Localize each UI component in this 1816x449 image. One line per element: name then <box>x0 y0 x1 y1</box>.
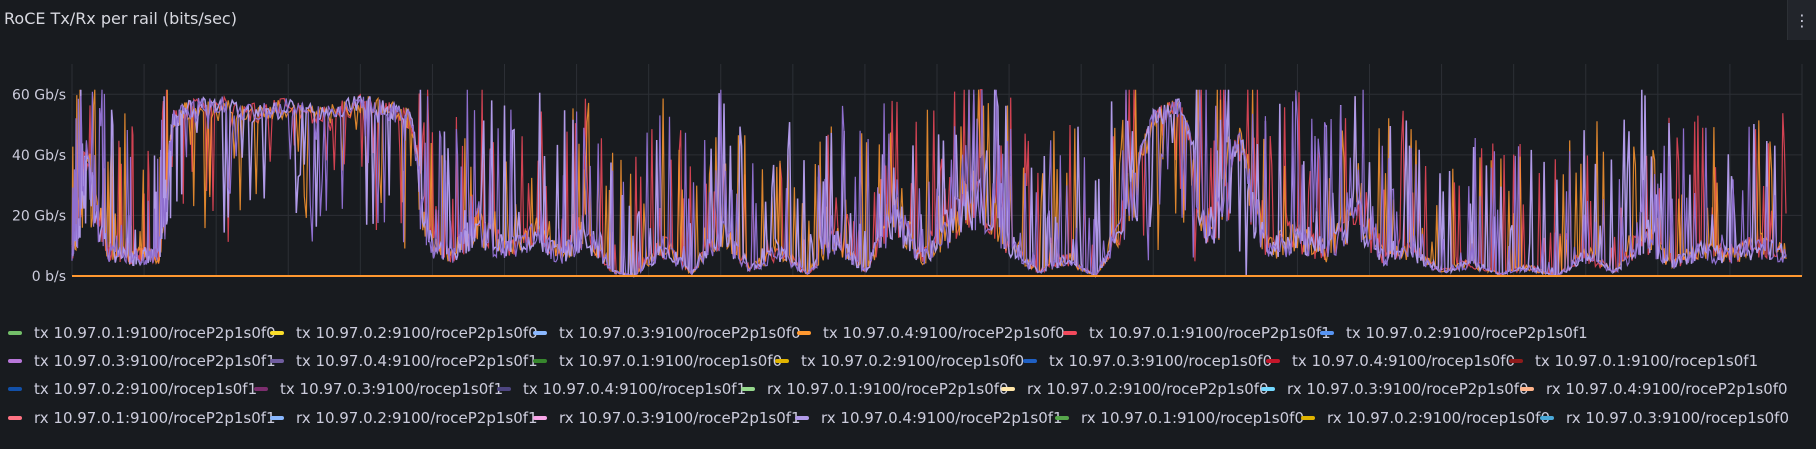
legend-item[interactable]: tx 10.97.0.1:9100/roceP2p1s0f1 <box>1063 324 1331 342</box>
legend-item[interactable]: rx 10.97.0.3:9100/roceP2p1s0f1 <box>533 409 801 427</box>
legend-item[interactable]: tx 10.97.0.1:9100/rocep1s0f1 <box>1509 352 1758 370</box>
panel-title: RoCE Tx/Rx per rail (bits/sec) <box>4 9 237 28</box>
legend-label: tx 10.97.0.2:9100/rocep1s0f0 <box>801 352 1025 370</box>
chart-plot: 0 b/s20 Gb/s40 Gb/s60 Gb/s00:0001:0002:0… <box>12 64 1803 284</box>
legend-label: rx 10.97.0.3:9100/roceP2p1s0f0 <box>1287 380 1529 398</box>
legend-item[interactable]: rx 10.97.0.3:9100/roceP2p1s0f0 <box>1261 380 1529 398</box>
legend-label: tx 10.97.0.2:9100/roceP2p1s0f1 <box>1346 324 1588 342</box>
legend-swatch <box>1509 359 1523 363</box>
legend-item[interactable]: tx 10.97.0.4:9100/roceP2p1s0f1 <box>270 352 538 370</box>
legend-label: tx 10.97.0.2:9100/rocep1s0f1 <box>34 380 258 398</box>
legend-item[interactable]: tx 10.97.0.2:9100/roceP2p1s0f0 <box>270 324 538 342</box>
y-tick-label: 20 Gb/s <box>12 208 66 224</box>
legend-swatch <box>8 331 22 335</box>
legend-item[interactable]: rx 10.97.0.2:9100/rocep1s0f0 <box>1301 409 1550 427</box>
legend-swatch <box>1266 359 1280 363</box>
legend-swatch <box>497 387 511 391</box>
legend-swatch <box>270 359 284 363</box>
legend-label: rx 10.97.0.4:9100/roceP2p1s0f0 <box>1546 380 1788 398</box>
legend-label: tx 10.97.0.1:9100/rocep1s0f1 <box>1535 352 1759 370</box>
legend-label: tx 10.97.0.4:9100/rocep1s0f0 <box>1292 352 1516 370</box>
legend-item[interactable]: tx 10.97.0.2:9100/rocep1s0f1 <box>8 380 257 398</box>
legend-swatch <box>8 387 22 391</box>
legend-swatch <box>533 416 547 420</box>
legend-swatch <box>1320 331 1334 335</box>
legend-swatch <box>741 387 755 391</box>
legend-label: tx 10.97.0.3:9100/rocep1s0f0 <box>1049 352 1273 370</box>
legend-swatch <box>1540 416 1554 420</box>
legend-swatch <box>797 331 811 335</box>
legend-label: rx 10.97.0.1:9100/roceP2p1s0f0 <box>767 380 1009 398</box>
legend-label: tx 10.97.0.1:9100/rocep1s0f0 <box>559 352 783 370</box>
legend-swatch <box>1520 387 1534 391</box>
legend-label: tx 10.97.0.4:9100/roceP2p1s0f0 <box>823 324 1065 342</box>
legend-swatch <box>1301 416 1315 420</box>
legend-swatch <box>8 416 22 420</box>
legend-item[interactable]: tx 10.97.0.3:9100/rocep1s0f0 <box>1023 352 1272 370</box>
legend-swatch <box>1261 387 1275 391</box>
legend-label: tx 10.97.0.3:9100/rocep1s0f1 <box>280 380 504 398</box>
legend-swatch <box>1063 331 1077 335</box>
legend-swatch <box>270 416 284 420</box>
legend-item[interactable]: tx 10.97.0.2:9100/rocep1s0f0 <box>775 352 1024 370</box>
y-tick-label: 60 Gb/s <box>12 87 66 103</box>
legend-label: rx 10.97.0.1:9100/rocep1s0f0 <box>1081 409 1304 427</box>
legend-item[interactable]: tx 10.97.0.1:9100/rocep1s0f0 <box>533 352 782 370</box>
legend-swatch <box>1001 387 1015 391</box>
legend-item[interactable]: rx 10.97.0.1:9100/rocep1s0f0 <box>1055 409 1304 427</box>
vertical-dots-icon[interactable]: ⋮ <box>1787 0 1816 40</box>
legend-label: tx 10.97.0.4:9100/rocep1s0f1 <box>523 380 747 398</box>
legend-swatch <box>1023 359 1037 363</box>
legend-swatch <box>1055 416 1069 420</box>
legend-label: tx 10.97.0.1:9100/roceP2p1s0f0 <box>34 324 276 342</box>
legend-item[interactable]: rx 10.97.0.4:9100/roceP2p1s0f0 <box>1520 380 1788 398</box>
legend-item[interactable]: tx 10.97.0.4:9100/rocep1s0f1 <box>497 380 746 398</box>
legend-swatch <box>533 359 547 363</box>
legend-label: rx 10.97.0.2:9100/rocep1s0f0 <box>1327 409 1550 427</box>
legend-label: rx 10.97.0.2:9100/roceP2p1s0f0 <box>1027 380 1269 398</box>
y-tick-label: 0 b/s <box>32 269 66 284</box>
legend-swatch <box>270 331 284 335</box>
legend-label: tx 10.97.0.2:9100/roceP2p1s0f0 <box>296 324 538 342</box>
legend-item[interactable]: rx 10.97.0.3:9100/rocep1s0f0 <box>1540 409 1789 427</box>
legend-label: rx 10.97.0.3:9100/rocep1s0f0 <box>1566 409 1789 427</box>
legend-swatch <box>775 359 789 363</box>
legend-label: tx 10.97.0.4:9100/roceP2p1s0f1 <box>296 352 538 370</box>
legend-item[interactable]: rx 10.97.0.1:9100/roceP2p1s0f1 <box>8 409 276 427</box>
legend-item[interactable]: tx 10.97.0.3:9100/roceP2p1s0f0 <box>533 324 801 342</box>
legend-label: rx 10.97.0.2:9100/roceP2p1s0f1 <box>296 409 538 427</box>
legend-swatch <box>254 387 268 391</box>
series-line <box>71 89 1787 279</box>
legend-label: rx 10.97.0.1:9100/roceP2p1s0f1 <box>34 409 276 427</box>
legend-label: tx 10.97.0.3:9100/roceP2p1s0f1 <box>34 352 276 370</box>
legend-item[interactable]: tx 10.97.0.3:9100/roceP2p1s0f1 <box>8 352 276 370</box>
legend-item[interactable]: tx 10.97.0.4:9100/roceP2p1s0f0 <box>797 324 1065 342</box>
y-tick-label: 40 Gb/s <box>12 148 66 164</box>
legend-item[interactable]: rx 10.97.0.2:9100/roceP2p1s0f0 <box>1001 380 1269 398</box>
legend-item[interactable]: tx 10.97.0.2:9100/roceP2p1s0f1 <box>1320 324 1588 342</box>
legend-swatch <box>8 359 22 363</box>
legend-item[interactable]: rx 10.97.0.1:9100/roceP2p1s0f0 <box>741 380 1009 398</box>
legend-item[interactable]: tx 10.97.0.4:9100/rocep1s0f0 <box>1266 352 1515 370</box>
legend-item[interactable]: tx 10.97.0.1:9100/roceP2p1s0f0 <box>8 324 276 342</box>
legend-label: rx 10.97.0.3:9100/roceP2p1s0f1 <box>559 409 801 427</box>
legend-label: tx 10.97.0.3:9100/roceP2p1s0f0 <box>559 324 801 342</box>
legend-swatch <box>533 331 547 335</box>
legend-swatch <box>795 416 809 420</box>
legend-item[interactable]: tx 10.97.0.3:9100/rocep1s0f1 <box>254 380 503 398</box>
chart-legend: tx 10.97.0.1:9100/roceP2p1s0f0 tx 10.97.0… <box>0 314 1816 449</box>
legend-label: tx 10.97.0.1:9100/roceP2p1s0f1 <box>1089 324 1331 342</box>
legend-item[interactable]: rx 10.97.0.4:9100/roceP2p1s0f1 <box>795 409 1063 427</box>
legend-item[interactable]: rx 10.97.0.2:9100/roceP2p1s0f1 <box>270 409 538 427</box>
legend-label: rx 10.97.0.4:9100/roceP2p1s0f1 <box>821 409 1063 427</box>
